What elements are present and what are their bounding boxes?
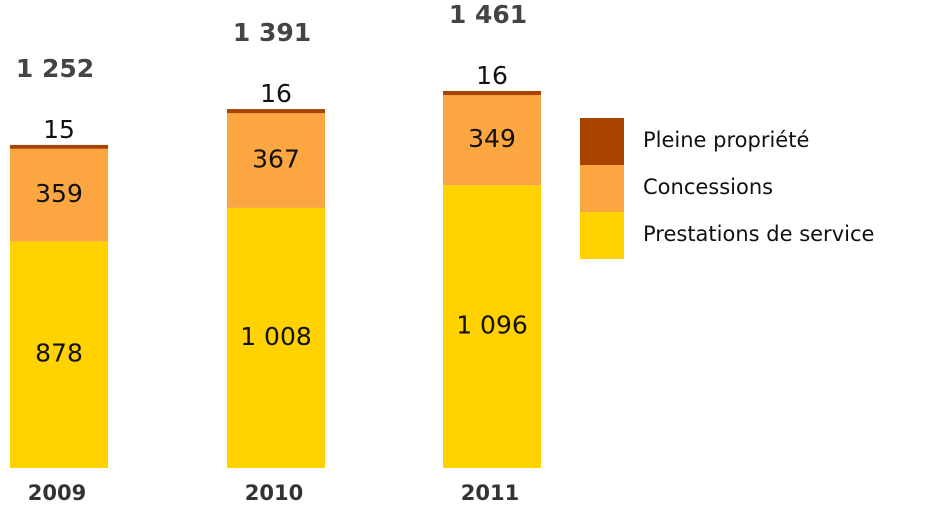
total-label: 1 461 [449, 0, 527, 29]
value-label: 1 008 [240, 322, 312, 351]
legend-label: Concessions [643, 175, 773, 199]
value-label: 15 [43, 115, 75, 144]
value-label: 359 [35, 179, 83, 208]
bar-segment [443, 95, 541, 186]
value-label: 16 [260, 79, 292, 108]
legend-label: Pleine propriété [643, 128, 809, 152]
bar-segment [227, 113, 325, 208]
value-label: 878 [35, 339, 83, 368]
bar-segment [227, 207, 325, 468]
total-label: 1 252 [16, 54, 94, 83]
bar-segment [10, 144, 108, 149]
total-label: 1 391 [233, 18, 311, 47]
value-label: 16 [476, 61, 508, 90]
value-label: 1 096 [456, 311, 528, 340]
bar-segment [443, 185, 541, 468]
bar-segment [10, 241, 108, 468]
legend-swatch [580, 118, 624, 165]
bar-segment [10, 148, 108, 242]
value-label: 349 [468, 124, 516, 153]
x-tick-label: 2009 [28, 481, 86, 505]
legend-label: Prestations de service [643, 222, 874, 246]
bar-segment [227, 109, 325, 114]
bar-segment [443, 91, 541, 96]
value-label: 367 [252, 145, 300, 174]
x-tick-label: 2010 [245, 481, 303, 505]
legend-swatch [580, 212, 624, 259]
x-tick-label: 2011 [461, 481, 519, 505]
legend-swatch [580, 165, 624, 212]
